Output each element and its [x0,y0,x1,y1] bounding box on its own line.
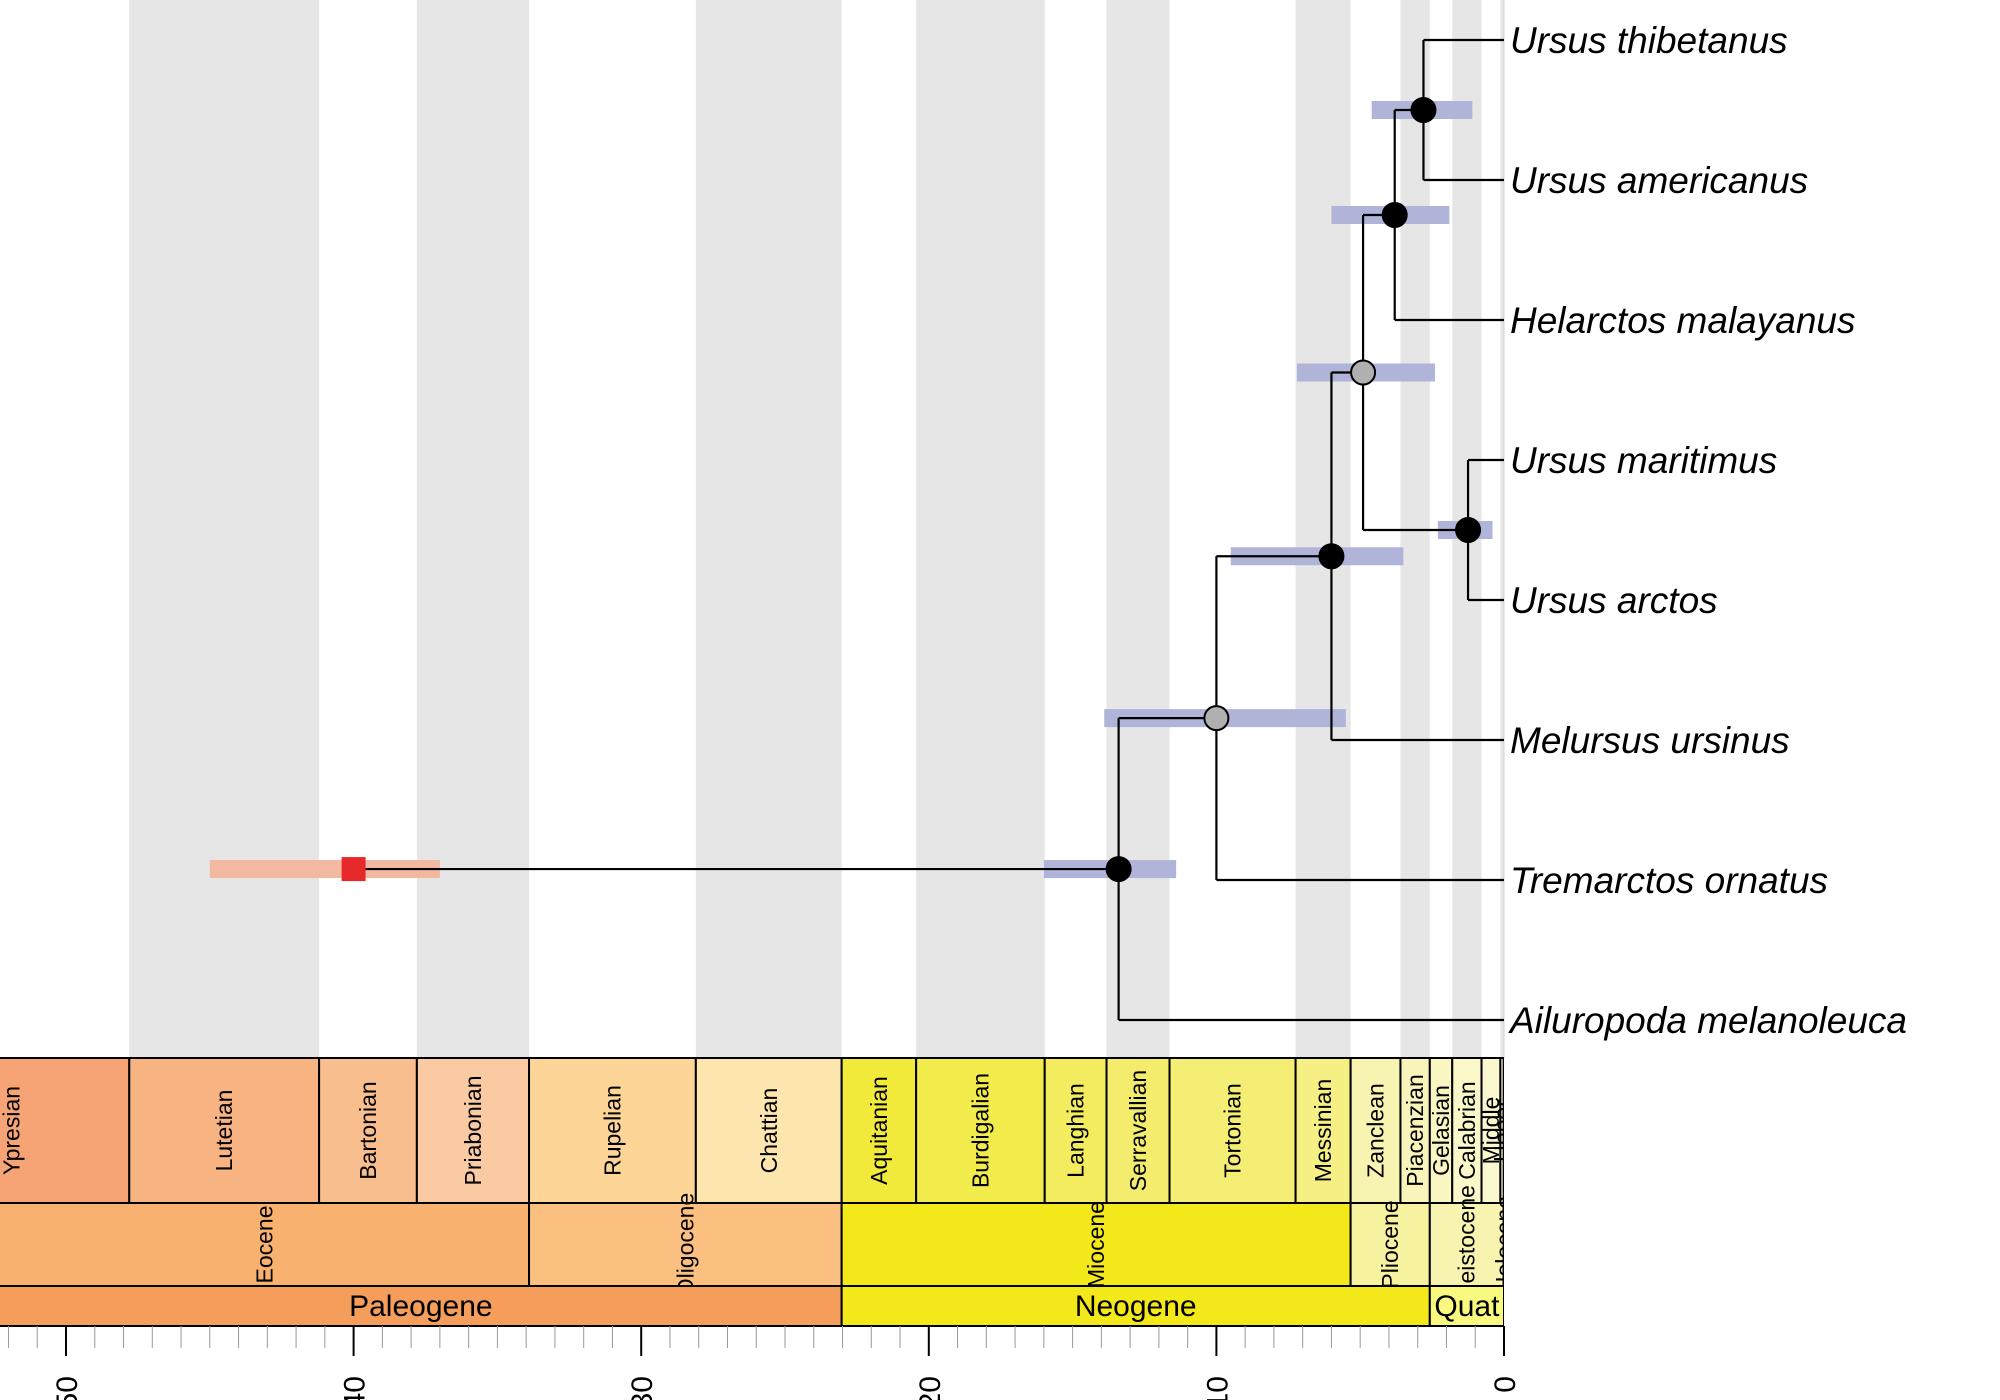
taxon-label-ursus-thibetanus: Ursus thibetanus [1510,20,1788,61]
node-marker-n_helarctos [1381,202,1408,228]
tick-label-40: 40 [339,1376,372,1400]
geologic-timescale: Ypresian Lutetian Bartonian Priabonian Rupel… [0,1057,1517,1327]
stage-label-gelasian: Gelasian [1428,1085,1454,1176]
epoch-label-eocene: Eocene [252,1205,278,1283]
node-marker-n_ursus [1350,359,1377,386]
stage-shading [129,0,1505,1058]
stage-shade-messinian [1295,0,1351,1058]
stage-label-rupelian: Rupelian [599,1085,625,1176]
tick-label-10: 10 [1201,1376,1234,1400]
period-label-paleogene: Paleogene [349,1290,492,1323]
epoch-box-oligocene [528,1202,843,1287]
epoch-label-oligocene: Oligocene [672,1193,698,1297]
stage-label-messinian: Messinian [1310,1079,1336,1183]
stage-box-priabonian [415,1057,531,1204]
stage-label-aquitanian: Aquitanian [866,1076,892,1185]
epoch-label-pleistocene: Pleistocene [1454,1185,1480,1304]
stage-shade-upper [1500,0,1504,1058]
stage-box-bartonian [318,1057,418,1204]
stage-box-piacenzian [1399,1057,1431,1204]
taxon-label-ursus-arctos: Ursus arctos [1510,580,1718,621]
stage-box-langhian [1043,1057,1108,1204]
stage-label-upper: Upper [1489,1099,1515,1162]
period-box-neogene [840,1285,1431,1327]
stage-label-piacenzian: Piacenzian [1402,1074,1428,1187]
taxon-label-tremarctos-ornatus: Tremarctos ornatus [1510,860,1828,901]
stage-label-priabonian: Priabonian [460,1076,486,1186]
taxon-label-melursus-ursinus: Melursus ursinus [1510,720,1790,761]
stage-label-burdigalian: Burdigalian [967,1073,993,1188]
taxon-label-ursus-americanus: Ursus americanus [1510,160,1808,201]
tick-label-50: 50 [51,1376,84,1400]
epoch-box-eocene [0,1202,531,1287]
taxon-label-ailuropoda-melanoleuca: Ailuropoda melanoleuca [1508,1000,1907,1041]
ci-bar-stem [209,860,440,879]
taxon-label-helarctos-malayanus: Helarctos malayanus [1510,300,1855,341]
calibration-marker [341,857,366,882]
stage-label-bartonian: Bartonian [355,1081,381,1179]
stage-label-serravallian: Serravallian [1125,1070,1151,1191]
stage-box-messinian [1294,1057,1352,1204]
stage-label-tortonian: Tortonian [1220,1083,1246,1178]
tick-label-0: 0 [1489,1376,1522,1393]
stage-label-langhian: Langhian [1063,1083,1089,1178]
stage-box-zanclean [1349,1057,1402,1204]
epoch-label-pliocene: Pliocene [1377,1200,1403,1288]
stage-shade-serravallian [1106,0,1170,1058]
period-label-quat: Quat [1434,1290,1500,1323]
node-marker-n_root [1105,856,1132,883]
stage-shade-priabonian [416,0,530,1058]
stage-shade-burdigalian [916,0,1045,1058]
stage-label-zanclean: Zanclean [1363,1083,1389,1178]
epoch-box-miocene [840,1202,1352,1287]
stage-label-calabrian: Calabrian [1454,1081,1480,1179]
stage-shade-lutetian [129,0,320,1058]
stage-box-tortonian [1168,1057,1297,1204]
stage-shade-chattian [695,0,842,1058]
stage-box-burdigalian [915,1057,1046,1204]
epoch-label-holocene: Holocene [1491,1196,1517,1293]
node-marker-n_thibetanus [1410,97,1437,123]
node-marker-n_ursinae_tremarctos [1203,705,1230,732]
taxon-label-ursus-maritimus: Ursus maritimus [1510,440,1777,481]
period-label-neogene: Neogene [1075,1290,1197,1323]
stage-label-lutetian: Lutetian [211,1090,237,1172]
epoch-label-miocene: Miocene [1083,1201,1109,1288]
tick-label-20: 20 [914,1376,947,1400]
tree-nodes [341,97,1482,883]
node-marker-n_arctos [1455,517,1482,543]
time-axis: 0 10 20 30 40 50 [0,1325,1522,1400]
node-marker-n_ursinae [1318,543,1345,570]
tick-label-30: 30 [626,1376,659,1400]
epoch-box-pleistocene [1428,1202,1504,1287]
stage-label-chattian: Chattian [756,1088,782,1174]
taxon-labels: Ursus thibetanus Ursus americanus Helarc… [1508,20,1907,1041]
stage-label-ypresian: Ypresian [0,1086,24,1175]
